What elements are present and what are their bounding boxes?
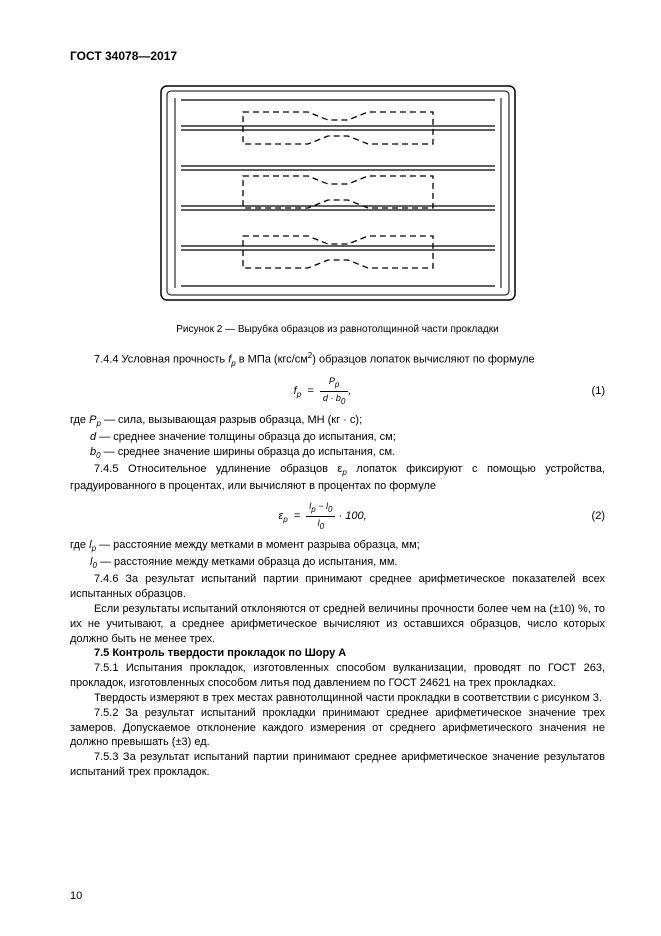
p-7-5-3: 7.5.3 За результат испытаний партии прин…: [70, 750, 605, 780]
where-1c: b0 — среднее значение ширины образца до …: [70, 445, 605, 462]
h-7-5: 7.5 Контроль твердости прокладок по Шору…: [70, 646, 605, 661]
figure-2-caption: Рисунок 2 — Вырубка образцов из равнотол…: [70, 323, 605, 337]
formula-2-body: εp = lp − l0 l0 · 100,: [70, 500, 575, 532]
doc-header: ГОСТ 34078—2017: [70, 48, 605, 64]
figure-2: [70, 78, 605, 313]
where-1b: d — среднее значение толщины образца до …: [70, 430, 605, 445]
figure-2-svg: [153, 78, 523, 308]
formula-2-number: (2): [575, 509, 605, 524]
p-7-4-6: 7.4.6 За результат испытаний партии прин…: [70, 572, 605, 602]
formula-1: fp = Pp d · b0 , (1): [70, 375, 605, 407]
formula-1-number: (1): [575, 384, 605, 399]
formula-2: εp = lp − l0 l0 · 100, (2): [70, 500, 605, 532]
p-7-4-6b: Если результаты испытаний отклоняются от…: [70, 602, 605, 647]
p-7-5-2: 7.5.2 За результат испытаний прокладки п…: [70, 706, 605, 751]
p-7-5-1b: Твердость измеряют в трех местах равното…: [70, 691, 605, 706]
page-number: 10: [70, 889, 82, 904]
p-7-5-1: 7.5.1 Испытания прокладок, изготовленных…: [70, 661, 605, 691]
where-2b: l0 — расстояние между метками образца до…: [70, 555, 605, 572]
formula-1-body: fp = Pp d · b0 ,: [70, 375, 575, 407]
p-7-4-5: 7.4.5 Относительное удлинение образцов ε…: [70, 462, 605, 494]
p-7-4-4: 7.4.4 Условная прочность fp в МПа (кгс/с…: [70, 351, 605, 370]
where-1a: где Pp — сила, вызывающая разрыв образца…: [70, 413, 605, 430]
page: ГОСТ 34078—2017: [0, 0, 661, 936]
where-2a: где lp — расстояние между метками в моме…: [70, 538, 605, 555]
